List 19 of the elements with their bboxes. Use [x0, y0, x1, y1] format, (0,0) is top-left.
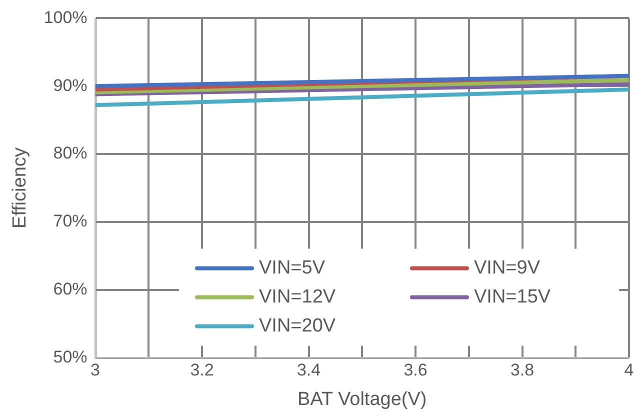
y-tick-label: 50%	[53, 347, 88, 366]
legend-label: VIN=20V	[259, 316, 336, 337]
legend-label: VIN=5V	[259, 258, 326, 279]
x-tick-label: 3.6	[404, 360, 428, 380]
y-tick-label: 80%	[53, 144, 88, 163]
x-tick-label: 3	[90, 360, 100, 380]
y-tick-label: 60%	[53, 280, 88, 299]
legend-label: VIN=15V	[474, 286, 551, 308]
y-tick-label: 100%	[44, 8, 88, 27]
y-tick-label: 90%	[53, 76, 88, 95]
x-tick-label: 4	[624, 360, 634, 380]
y-axis-title: Efficiency	[10, 147, 31, 228]
y-tick-label: 70%	[53, 212, 88, 231]
legend-label: VIN=12V	[259, 286, 336, 308]
legend-label: VIN=9V	[474, 258, 540, 279]
x-tick-label: 3.4	[296, 360, 321, 380]
x-tick-label: 3.2	[190, 360, 214, 380]
x-axis-title: BAT Voltage(V)	[298, 388, 427, 410]
x-tick-label: 3.8	[510, 360, 534, 380]
